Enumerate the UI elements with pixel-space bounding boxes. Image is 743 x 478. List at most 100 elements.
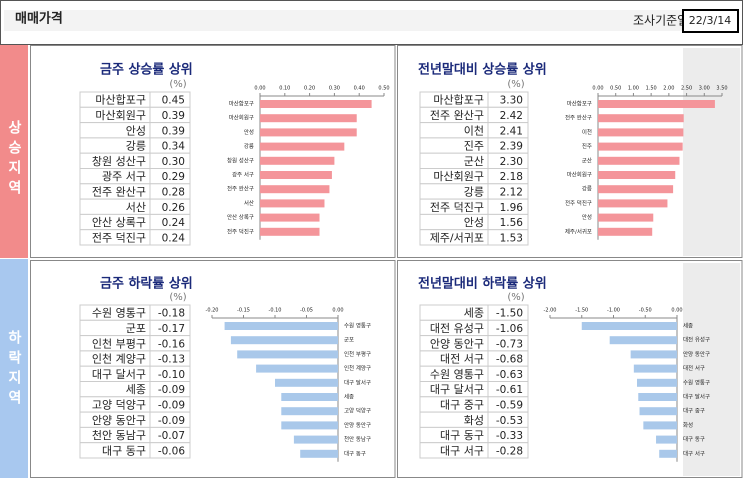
unit: (%) <box>507 292 524 303</box>
header-strip <box>4 10 739 31</box>
header-title: 매매가격 <box>15 12 63 27</box>
bar-label: 진주 <box>582 142 592 150</box>
tick-label: 3.50 <box>716 86 727 92</box>
row-name: 안성 <box>126 124 146 137</box>
row-name: 강릉 <box>126 140 146 153</box>
row-value: -0.68 <box>496 354 523 366</box>
tick-label: -2.00 <box>544 308 557 314</box>
unit: (%) <box>507 79 524 90</box>
bar <box>598 171 676 179</box>
row-value: -0.28 <box>496 445 523 457</box>
shade <box>683 263 740 476</box>
bar-label: 대구 중구 <box>683 407 705 415</box>
row-value: -0.09 <box>158 384 185 396</box>
row-name: 마산합포구 <box>95 94 146 107</box>
bar <box>300 449 338 458</box>
row-value: 0.29 <box>162 171 185 183</box>
bar <box>260 185 330 194</box>
row-name: 전주 덕진구 <box>430 201 484 214</box>
row-value: -0.09 <box>158 399 185 411</box>
bar-label: 고양 덕양구 <box>344 407 371 415</box>
bar <box>260 199 325 208</box>
row-value: -0.10 <box>158 369 185 381</box>
row-value: 0.24 <box>162 232 186 244</box>
row-name: 대구 중구 <box>440 398 484 411</box>
row-name: 창원 성산구 <box>92 155 146 168</box>
tick-label: -1.00 <box>607 308 620 314</box>
row-value: 0.30 <box>162 156 185 168</box>
bar-label: 군포 <box>344 337 354 344</box>
table-cell <box>149 442 191 459</box>
row-name: 대전 유성구 <box>430 322 484 335</box>
row-name: 대구 달서구 <box>430 383 484 396</box>
row-name: 안양 동안구 <box>92 414 146 427</box>
bar <box>630 350 677 359</box>
tick-label: 0.10 <box>279 86 290 92</box>
bar-label: 대구 동구 <box>683 435 705 443</box>
bar <box>656 435 677 444</box>
row-value: -0.53 <box>496 415 523 427</box>
bar <box>237 350 338 359</box>
row-name: 안산 상록구 <box>92 216 146 229</box>
row-value: -0.33 <box>496 430 523 442</box>
unit: (%) <box>169 79 186 90</box>
bar <box>598 100 715 108</box>
bar-label: 전주 완산구 <box>565 114 592 122</box>
row-name: 서산 <box>126 201 146 214</box>
bar-label: 군산 <box>582 156 592 164</box>
tick-label: 2.50 <box>681 86 692 92</box>
row-name: 군포 <box>126 322 146 335</box>
row-name: 광주 서구 <box>102 170 146 183</box>
tick-label: -0.20 <box>206 308 219 314</box>
bar-label: 강릉 <box>244 143 254 150</box>
table-cell <box>487 229 529 246</box>
row-name: 진주 <box>464 140 484 153</box>
bar <box>598 114 684 123</box>
tick-label: 0.50 <box>378 86 389 92</box>
row-value: -0.07 <box>158 430 185 442</box>
tick-label: 1.00 <box>628 86 639 92</box>
row-value: -1.50 <box>496 308 523 320</box>
tick-label: -0.15 <box>237 308 250 314</box>
tick-label: 0.40 <box>354 86 365 92</box>
row-name: 전주 완산구 <box>430 109 484 122</box>
bar-label: 세종 <box>683 322 693 330</box>
bar-label: 안성 <box>582 213 592 221</box>
panel-title: 전년말대비 하락률 상위 <box>418 276 547 292</box>
row-value: -0.06 <box>158 445 185 457</box>
row-value: -0.17 <box>158 323 185 335</box>
bar-label: 이천 <box>582 128 592 136</box>
bar <box>260 171 332 179</box>
tick-label: 3.00 <box>699 86 710 92</box>
row-name: 제주/서귀포 <box>430 231 484 244</box>
row-value: 1.53 <box>500 232 523 244</box>
bar-label: 대구 달서구 <box>683 393 710 401</box>
tick-label: -0.10 <box>269 308 282 314</box>
row-name: 대구 동구 <box>102 444 146 457</box>
row-value: 0.39 <box>162 125 185 137</box>
bar-label: 대구 달서구 <box>344 378 371 386</box>
bar-label: 전주 덕진구 <box>565 199 592 207</box>
tick-label: -1.50 <box>575 308 588 314</box>
tick-label: 0.00 <box>592 86 603 92</box>
row-value: -0.16 <box>158 338 185 350</box>
bar-label: 전주 덕진구 <box>227 227 254 235</box>
bar <box>639 407 677 416</box>
bar <box>633 364 677 373</box>
row-value: 3.30 <box>500 95 523 107</box>
shade <box>683 48 740 256</box>
tick-label: 0.00 <box>671 308 682 314</box>
tick-label: 0.20 <box>304 86 315 92</box>
row-name: 인천 부평구 <box>92 336 146 350</box>
bar <box>260 114 357 123</box>
bar <box>260 213 320 222</box>
bar <box>598 185 674 194</box>
row-name: 마산합포구 <box>433 94 484 107</box>
row-value: -0.09 <box>158 415 185 427</box>
row-name: 안양 동안구 <box>430 337 484 350</box>
panel-title: 금주 상승률 상위 <box>100 63 193 78</box>
row-value: 0.34 <box>162 141 186 153</box>
bar-label: 대구 동구 <box>344 449 366 457</box>
bar <box>659 449 677 458</box>
